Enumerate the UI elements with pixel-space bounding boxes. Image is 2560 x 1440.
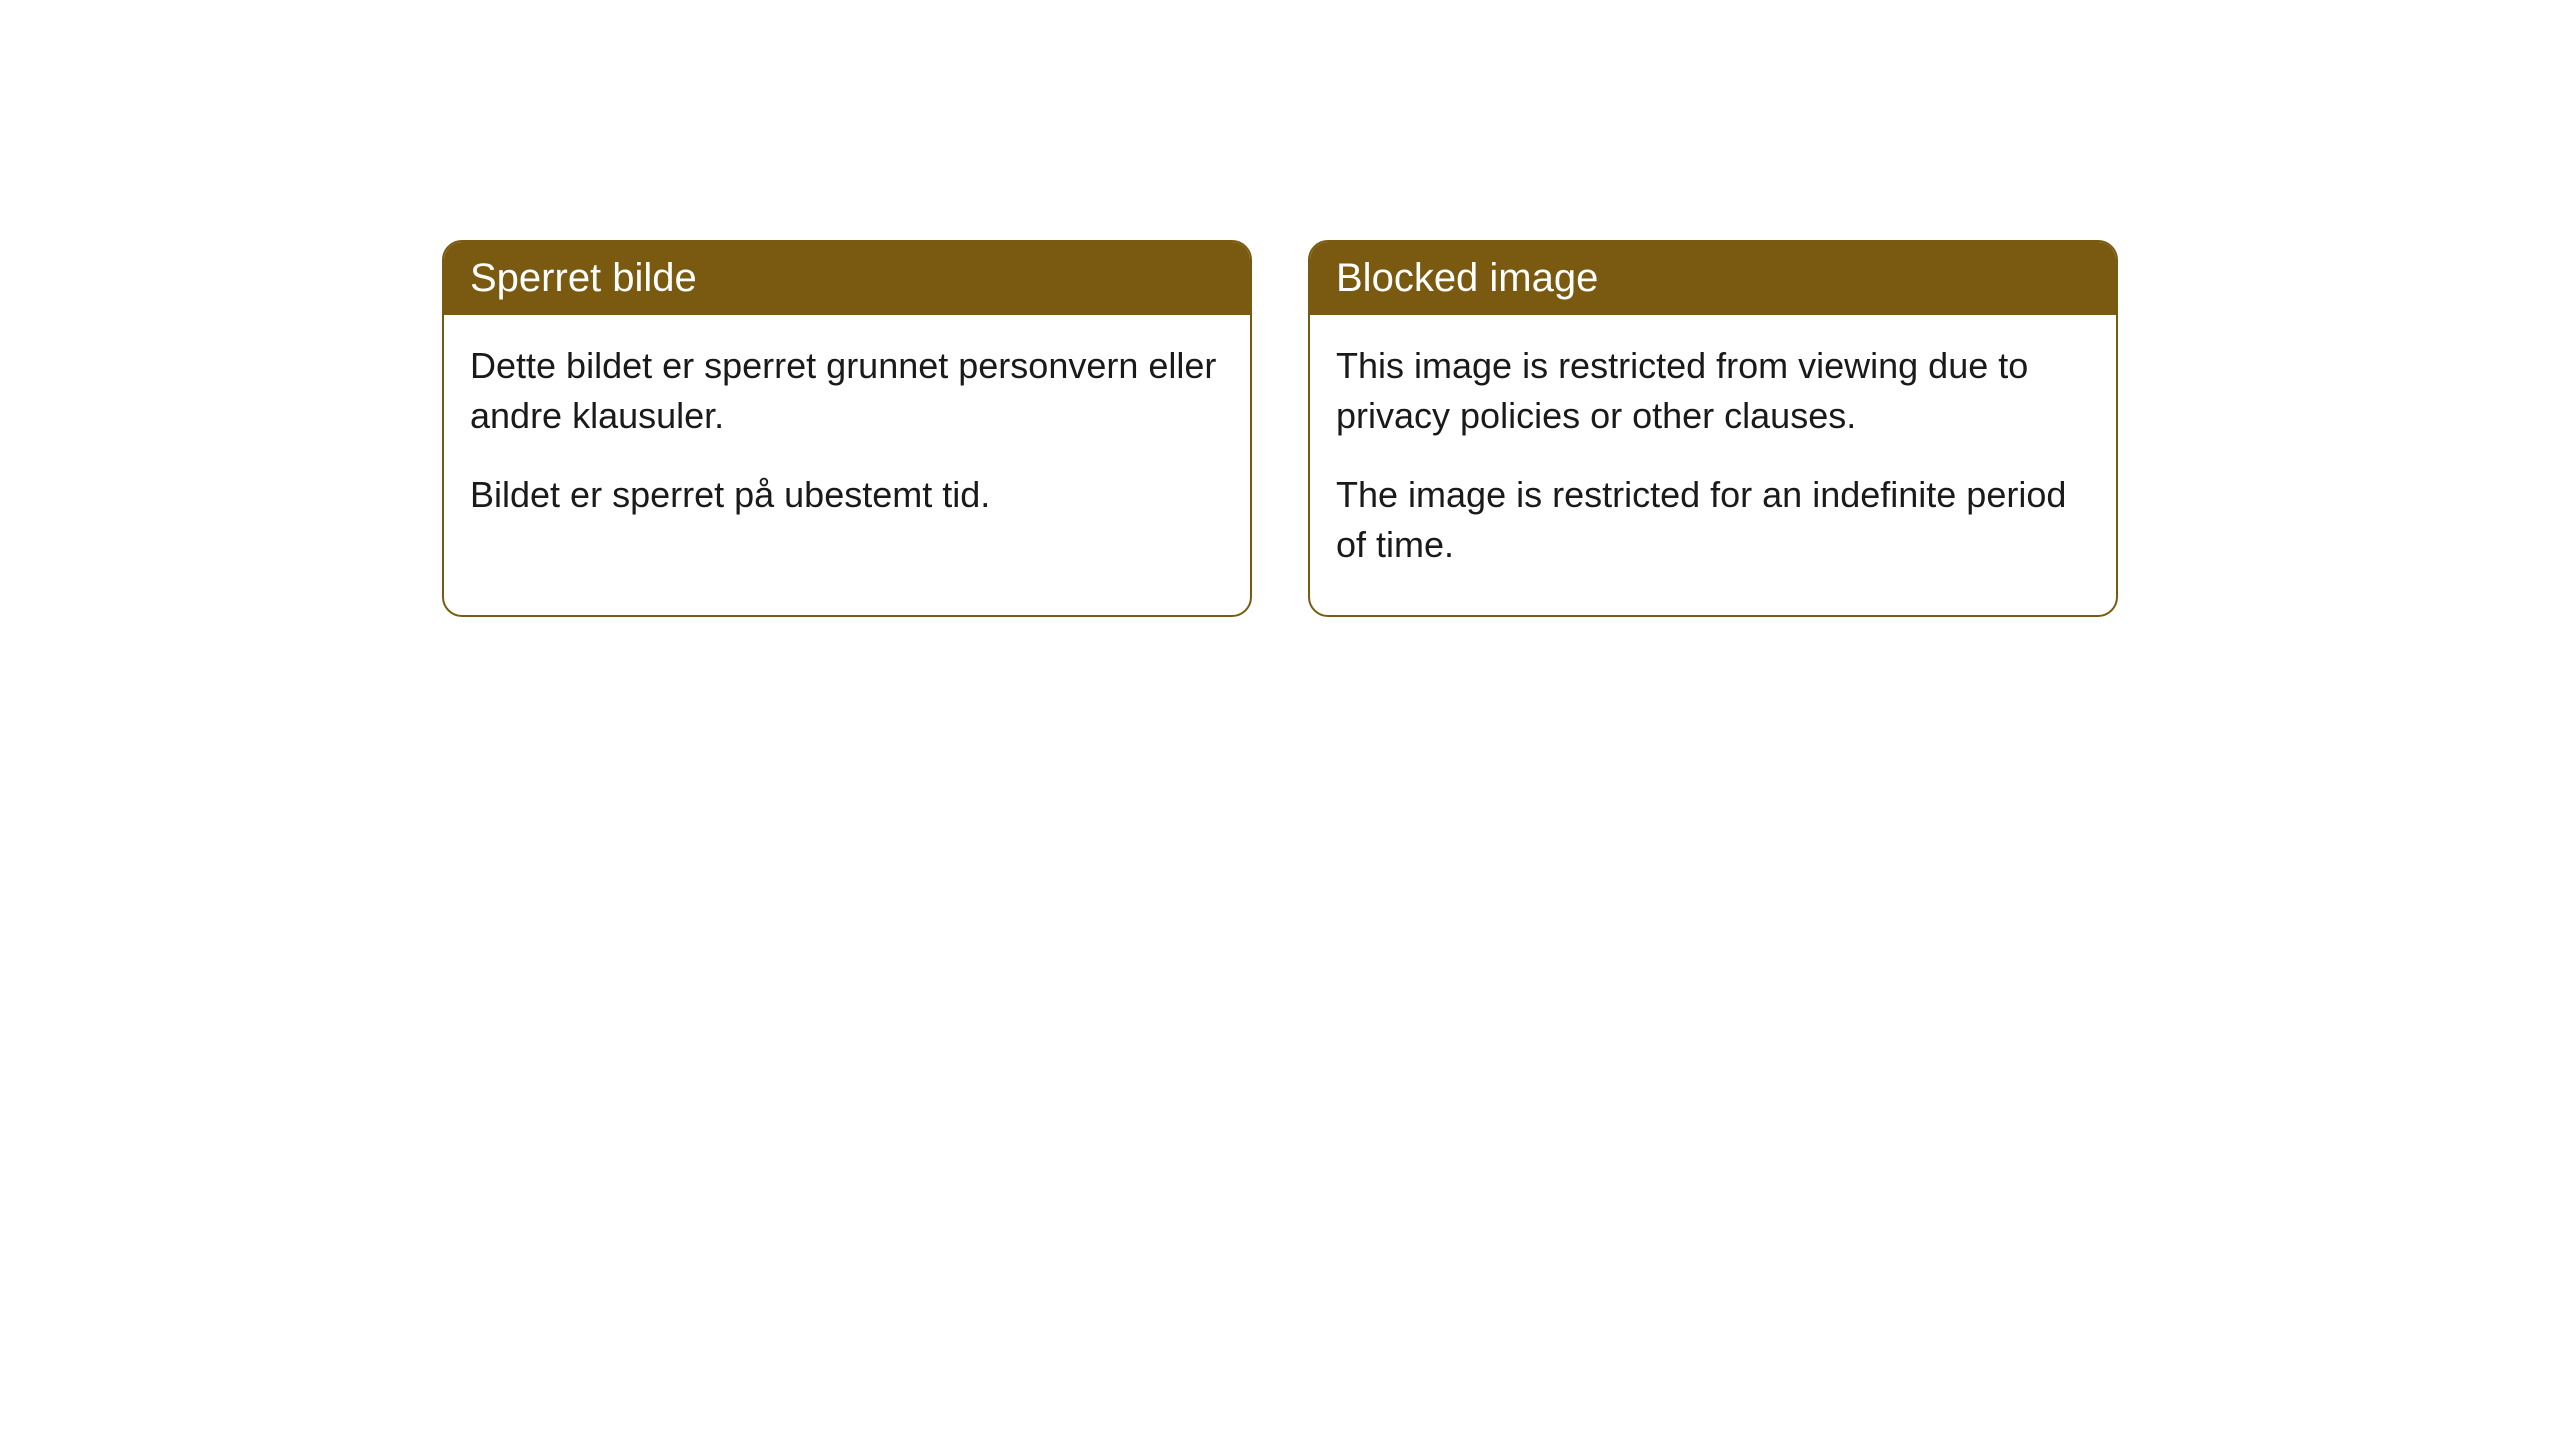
card-paragraph-2-no: Bildet er sperret på ubestemt tid. [470, 470, 1224, 520]
card-header-en: Blocked image [1310, 242, 2116, 315]
card-title-no: Sperret bilde [470, 256, 697, 300]
card-body-no: Dette bildet er sperret grunnet personve… [444, 315, 1250, 564]
blocked-image-card-en: Blocked image This image is restricted f… [1308, 240, 2118, 617]
notice-cards-container: Sperret bilde Dette bildet er sperret gr… [442, 240, 2118, 617]
card-paragraph-2-en: The image is restricted for an indefinit… [1336, 470, 2090, 571]
card-header-no: Sperret bilde [444, 242, 1250, 315]
card-title-en: Blocked image [1336, 256, 1598, 300]
card-body-en: This image is restricted from viewing du… [1310, 315, 2116, 615]
blocked-image-card-no: Sperret bilde Dette bildet er sperret gr… [442, 240, 1252, 617]
card-paragraph-1-no: Dette bildet er sperret grunnet personve… [470, 341, 1224, 442]
card-paragraph-1-en: This image is restricted from viewing du… [1336, 341, 2090, 442]
